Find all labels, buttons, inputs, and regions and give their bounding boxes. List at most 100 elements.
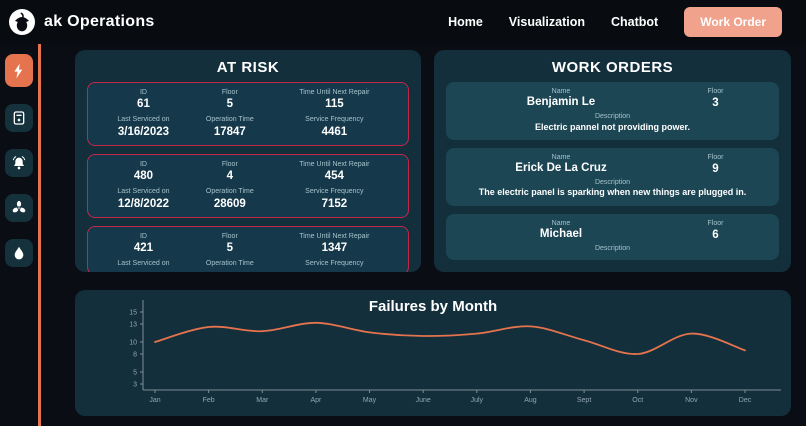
floor-value: 9 [712, 162, 719, 175]
floor-value: 5 [226, 98, 234, 111]
water-drop-icon [14, 246, 24, 260]
floor-label: Floor [221, 160, 238, 168]
service-frequency-value: 4461 [321, 125, 348, 138]
at-risk-card[interactable]: ID 421 Floor 5 Time Until Next Repair 13… [87, 225, 409, 272]
time-until-label: Time Until Next Repair [299, 232, 370, 240]
sidebar-item-water[interactable] [5, 239, 33, 267]
sidebar-item-alerts[interactable] [5, 149, 33, 177]
control-panel-icon [13, 111, 25, 125]
nav-chatbot[interactable]: Chatbot [610, 15, 659, 29]
operation-time-label: Operation Time [205, 260, 254, 268]
service-frequency-label: Service Frequency [305, 260, 364, 268]
main-nav: Home Visualization Chatbot Work Order [448, 0, 782, 44]
service-frequency-label: Service Frequency [305, 188, 364, 196]
svg-text:July: July [471, 397, 484, 404]
id-value: 480 [133, 170, 154, 183]
operation-time-value: 17847 [213, 125, 246, 138]
work-order-card[interactable]: Name Benjamin Le Floor 3 Description Ele… [446, 82, 779, 140]
work-orders-card-list[interactable]: Name Benjamin Le Floor 3 Description Ele… [434, 82, 791, 261]
at-risk-card[interactable]: ID 480 Floor 4 Time Until Next Repair 45… [87, 153, 409, 218]
name-label: Name [551, 219, 571, 227]
last-serviced-value: 12/8/2022 [117, 197, 170, 210]
operation-time-label: Operation Time [205, 116, 254, 124]
sidebar [0, 44, 41, 426]
id-label: ID [139, 232, 147, 240]
svg-text:Feb: Feb [203, 397, 215, 404]
floor-label: Floor [221, 89, 238, 96]
work-order-card[interactable]: Name Michael Floor 6 Description [446, 213, 779, 261]
floor-value: 6 [712, 228, 719, 241]
svg-text:15: 15 [129, 310, 137, 317]
sidebar-item-equipment[interactable] [5, 104, 33, 132]
svg-text:Apr: Apr [310, 397, 322, 404]
floor-label: Floor [707, 88, 724, 95]
service-frequency-label: Service Frequency [305, 116, 364, 124]
at-risk-title: AT RISK [216, 59, 280, 76]
id-label: ID [139, 160, 147, 168]
name-value: Erick De La Cruz [515, 161, 607, 174]
sidebar-item-dashboard[interactable] [5, 54, 33, 87]
description-label: Description [594, 245, 630, 253]
time-until-value: 115 [325, 98, 344, 111]
logo: ak Operations [8, 8, 155, 36]
acorn-logo-icon [9, 9, 35, 35]
svg-text:June: June [416, 397, 431, 404]
id-value: 421 [133, 241, 154, 254]
svg-text:Jan: Jan [149, 397, 160, 404]
svg-text:Nov: Nov [685, 397, 698, 404]
svg-text:Dec: Dec [739, 397, 752, 404]
work-orders-title: WORK ORDERS [551, 59, 674, 76]
lightning-icon [14, 63, 23, 78]
at-risk-panel: AT RISK ID 61 Floor 5 Time Until Next Re… [75, 50, 421, 272]
last-serviced-label: Last Serviced on [117, 188, 170, 196]
floor-label: Floor [707, 153, 724, 161]
floor-value: 5 [226, 241, 234, 254]
last-serviced-value: 3/16/2023 [117, 125, 170, 138]
last-serviced-label: Last Serviced on [117, 116, 170, 124]
name-label: Name [551, 88, 571, 95]
alarm-bell-icon [12, 156, 26, 170]
failures-chart-panel: Failures by Month 3 5 8 10 13 15 Jan Feb Mar Apr M… [75, 290, 791, 416]
floor-value: 3 [712, 97, 719, 110]
id-value: 61 [137, 98, 150, 111]
time-until-value: 454 [324, 170, 344, 183]
svg-text:Oct: Oct [632, 397, 643, 404]
logo-text: ak Operations [44, 13, 155, 30]
svg-text:8: 8 [133, 352, 137, 359]
id-label: ID [139, 89, 147, 96]
operation-time-label: Operation Time [205, 188, 254, 196]
floor-value: 4 [226, 170, 234, 183]
description-value: Electric pannel not providing power. [534, 121, 691, 132]
name-label: Name [551, 153, 571, 161]
svg-text:10: 10 [129, 340, 137, 347]
description-label: Description [594, 179, 630, 187]
work-order-card[interactable]: Name Erick De La Cruz Floor 9 Descriptio… [446, 147, 779, 206]
name-value: Michael [539, 227, 583, 240]
svg-text:3: 3 [133, 382, 137, 389]
description-value: The electric panel is sparking when new … [478, 187, 747, 198]
svg-text:Sept: Sept [577, 397, 591, 404]
svg-text:5: 5 [133, 370, 137, 377]
app-header: ak Operations Home Visualization Chatbot… [0, 0, 806, 44]
work-orders-panel: WORK ORDERS Name Benjamin Le Floor 3 Des… [434, 50, 791, 272]
work-order-button[interactable]: Work Order [684, 7, 782, 37]
nav-visualization[interactable]: Visualization [508, 15, 585, 29]
svg-text:May: May [363, 397, 377, 404]
service-frequency-value: 7152 [321, 197, 348, 210]
operation-time-value: 28609 [213, 197, 246, 210]
time-until-label: Time Until Next Repair [299, 89, 370, 96]
svg-text:13: 13 [129, 322, 137, 329]
svg-text:Mar: Mar [256, 397, 269, 404]
at-risk-card[interactable]: ID 61 Floor 5 Time Until Next Repair 115… [87, 82, 409, 146]
at-risk-card-list[interactable]: ID 61 Floor 5 Time Until Next Repair 115… [75, 82, 421, 272]
fan-icon [12, 200, 26, 213]
nav-home[interactable]: Home [448, 15, 483, 29]
floor-label: Floor [707, 219, 724, 227]
name-value: Benjamin Le [526, 96, 596, 109]
description-label: Description [594, 113, 630, 121]
sidebar-item-hvac[interactable] [5, 194, 33, 222]
svg-text:Aug: Aug [524, 397, 537, 404]
time-until-label: Time Until Next Repair [299, 160, 370, 168]
time-until-value: 1347 [321, 241, 348, 254]
floor-label: Floor [221, 232, 238, 240]
